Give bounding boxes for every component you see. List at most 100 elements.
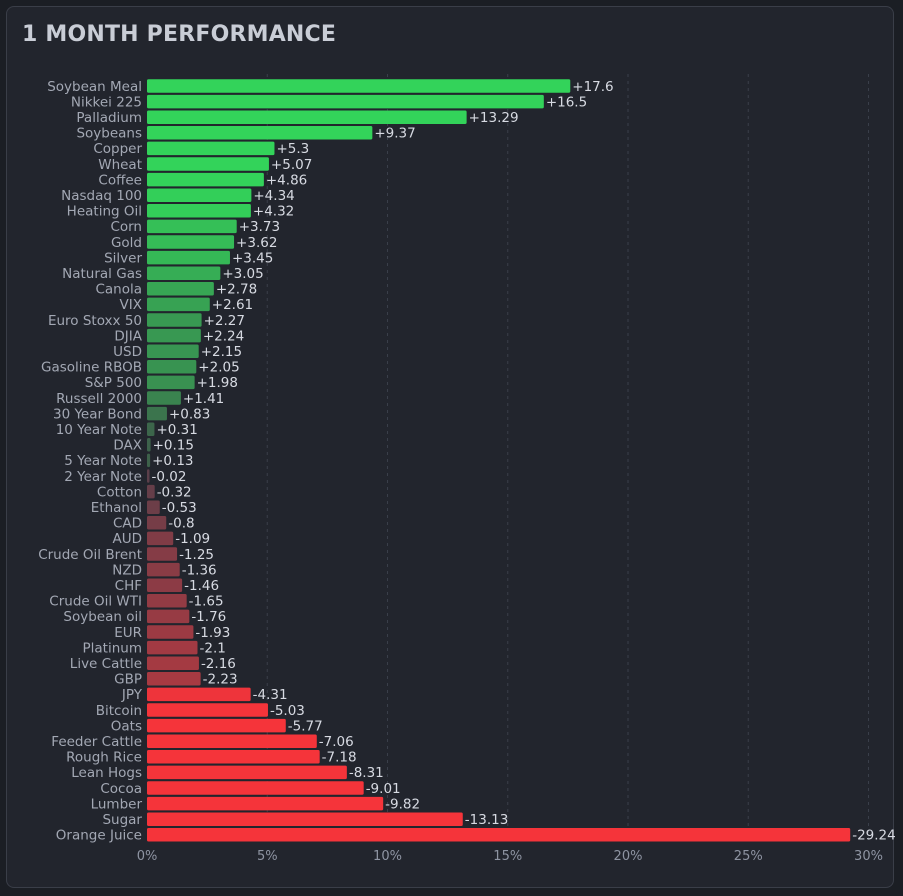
bar: [147, 219, 237, 234]
category-label: Live Cattle: [70, 656, 142, 672]
bar: [147, 422, 155, 436]
category-label: Orange Juice: [56, 828, 142, 844]
category-label: Palladium: [76, 110, 142, 126]
value-label: +4.86: [266, 172, 307, 188]
bar: [147, 328, 201, 343]
value-label: +1.41: [183, 391, 224, 407]
bar: [147, 765, 347, 780]
value-label: -0.53: [162, 500, 197, 516]
category-label: Platinum: [83, 640, 142, 656]
category-label: Rough Rice: [66, 750, 142, 766]
bar: [147, 547, 178, 561]
bar: [147, 282, 214, 296]
category-label: Heating Oil: [67, 204, 142, 220]
value-label: -2.23: [203, 672, 238, 688]
bar: [147, 344, 199, 358]
bar: [147, 703, 268, 717]
category-label: DJIA: [114, 328, 142, 344]
x-tick-label: 30%: [854, 849, 883, 864]
bar: [147, 172, 264, 187]
bar: [147, 266, 221, 280]
bar: [147, 406, 167, 421]
value-label: +13.29: [469, 110, 519, 126]
value-label: -4.31: [253, 687, 288, 703]
value-label: -9.01: [366, 781, 401, 797]
bar: [147, 828, 851, 842]
bar: [147, 235, 235, 249]
value-label: +1.98: [197, 375, 238, 391]
category-label: Lean Hogs: [71, 765, 142, 781]
value-label: +2.15: [201, 344, 242, 360]
value-label: +0.13: [152, 453, 193, 469]
bar: [147, 110, 467, 124]
bar: [147, 750, 320, 764]
value-label: +4.32: [253, 204, 294, 220]
bar: [147, 594, 187, 608]
category-label: GBP: [114, 672, 142, 688]
value-label: -5.03: [270, 703, 305, 719]
value-label: +3.05: [222, 266, 263, 282]
value-label: +0.31: [156, 422, 197, 438]
value-label: +2.24: [203, 328, 244, 344]
value-label: +0.15: [153, 438, 194, 454]
value-label: -13.13: [465, 812, 509, 828]
category-label: Corn: [110, 219, 142, 235]
bar: [147, 812, 463, 826]
value-label: -9.82: [385, 796, 420, 812]
bar: [147, 453, 151, 468]
category-label: NZD: [112, 562, 142, 578]
category-label: Natural Gas: [62, 266, 142, 282]
category-label: Silver: [104, 250, 142, 266]
value-label: +4.34: [253, 188, 294, 204]
value-label: -8.31: [349, 765, 384, 781]
category-label: Lumber: [91, 796, 143, 812]
category-label: Gasoline RBOB: [41, 360, 142, 376]
category-label: USD: [113, 344, 142, 360]
category-label: Crude Oil Brent: [38, 547, 142, 563]
value-label: +5.3: [276, 141, 309, 157]
category-label: Ethanol: [91, 500, 142, 516]
x-tick-label: 15%: [493, 849, 522, 864]
category-label: Nasdaq 100: [61, 188, 142, 204]
bar: [147, 781, 364, 795]
bar: [147, 578, 183, 592]
labels: Soybean Meal +17.6 Nikkei 225 +16.5 Palladiu…: [38, 79, 896, 844]
category-label: Sugar: [102, 812, 142, 828]
value-label: -5.77: [288, 718, 323, 734]
value-label: -1.93: [195, 625, 230, 641]
bar: [147, 672, 201, 686]
bar: [147, 94, 544, 109]
value-label: -1.46: [184, 578, 219, 594]
category-label: Nikkei 225: [71, 94, 142, 110]
value-label: -1.25: [179, 547, 214, 563]
value-label: -2.1: [200, 640, 226, 656]
value-label: -1.36: [182, 562, 217, 578]
category-label: Soybean oil: [63, 609, 142, 625]
category-label: Crude Oil WTI: [49, 594, 142, 610]
category-label: Russell 2000: [56, 391, 142, 407]
category-label: CAD: [113, 516, 142, 532]
bar: [147, 640, 198, 655]
value-label: -1.65: [189, 594, 224, 610]
category-label: Gold: [111, 235, 142, 251]
bar: [147, 609, 190, 624]
category-label: Wheat: [98, 157, 142, 173]
category-label: CHF: [115, 578, 142, 594]
category-label: 30 Year Bond: [53, 406, 142, 422]
category-label: Soybean Meal: [47, 79, 142, 95]
category-label: Copper: [93, 141, 142, 157]
bar: [147, 141, 275, 156]
bar: [147, 500, 160, 514]
category-label: Canola: [95, 282, 142, 298]
value-label: -2.16: [201, 656, 236, 672]
bar: [147, 79, 571, 93]
bar: [147, 734, 317, 748]
bar: [147, 391, 181, 405]
category-label: Cocoa: [100, 781, 142, 797]
category-label: S&P 500: [85, 375, 142, 391]
x-tick-label: 25%: [734, 849, 763, 864]
value-label: +2.78: [216, 282, 257, 298]
category-label: Oats: [111, 718, 142, 734]
category-label: 5 Year Note: [64, 453, 142, 469]
